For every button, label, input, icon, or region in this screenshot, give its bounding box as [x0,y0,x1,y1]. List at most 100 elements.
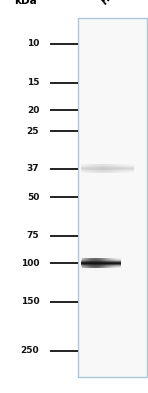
Bar [107,164,108,173]
Bar [98,258,99,268]
Bar [102,258,103,268]
Bar [99,164,100,173]
Bar [100,258,101,268]
Bar [116,258,117,268]
Bar [83,258,84,268]
Bar [88,258,89,268]
Bar [120,258,121,268]
Bar [126,164,127,173]
Bar [85,164,86,173]
Bar [84,258,85,268]
Text: 250: 250 [21,346,39,355]
Bar [117,164,118,173]
Bar [94,164,95,173]
Bar [115,258,116,268]
Text: 75: 75 [27,231,39,241]
Bar [117,258,118,268]
Bar [118,258,119,268]
Bar [86,258,87,268]
Bar [110,258,111,268]
Bar [93,164,94,173]
Bar [109,164,110,173]
Bar [112,258,113,268]
Bar [91,164,92,173]
Bar [113,258,114,268]
Text: HeLa: HeLa [100,0,125,6]
Bar [105,164,106,173]
Bar [90,164,91,173]
Bar [111,258,112,268]
Bar [130,164,131,173]
Bar [114,164,115,173]
Bar [89,258,90,268]
Bar [108,258,109,268]
Bar [103,164,104,173]
Bar [123,164,124,173]
Bar [129,164,130,173]
Bar [113,164,114,173]
Text: 50: 50 [27,193,39,202]
Bar [105,258,106,268]
Text: 10: 10 [27,40,39,48]
Bar [101,164,102,173]
Bar [86,164,87,173]
Bar [101,258,102,268]
Bar [102,164,103,173]
Bar [121,164,122,173]
Bar [99,258,100,268]
Bar [103,258,104,268]
Bar [85,258,86,268]
Bar [128,164,129,173]
Bar [87,258,88,268]
Bar [131,164,132,173]
Bar [84,164,85,173]
Bar [108,164,109,173]
Bar [96,258,97,268]
Bar [104,258,105,268]
Bar [78,18,147,377]
Bar [94,258,95,268]
Text: kDa: kDa [14,0,37,6]
Bar [82,164,83,173]
Text: 25: 25 [27,127,39,136]
Text: 20: 20 [27,105,39,114]
Bar [115,164,116,173]
Bar [87,164,88,173]
Bar [107,258,108,268]
Bar [95,164,96,173]
Bar [109,258,110,268]
Text: 150: 150 [21,298,39,307]
Bar [90,258,91,268]
Bar [97,258,98,268]
Text: 15: 15 [27,78,39,87]
Bar [124,164,125,173]
Bar [106,164,107,173]
Bar [116,164,117,173]
Bar [122,164,123,173]
Bar [88,164,89,173]
Text: 100: 100 [21,259,39,268]
Bar [132,164,133,173]
Bar [97,164,98,173]
Bar [125,164,126,173]
Bar [89,164,90,173]
Bar [100,164,101,173]
Bar [133,164,134,173]
Bar [114,258,115,268]
Bar [96,164,97,173]
Bar [110,164,111,173]
Bar [98,164,99,173]
Bar [93,258,94,268]
Bar [92,258,93,268]
Bar [104,164,105,173]
Bar [112,164,113,173]
Bar [127,164,128,173]
Bar [120,164,121,173]
Bar [82,258,83,268]
Text: 37: 37 [27,164,39,173]
Bar [119,164,120,173]
Bar [118,164,119,173]
Bar [92,164,93,173]
Bar [111,164,112,173]
Bar [83,164,84,173]
